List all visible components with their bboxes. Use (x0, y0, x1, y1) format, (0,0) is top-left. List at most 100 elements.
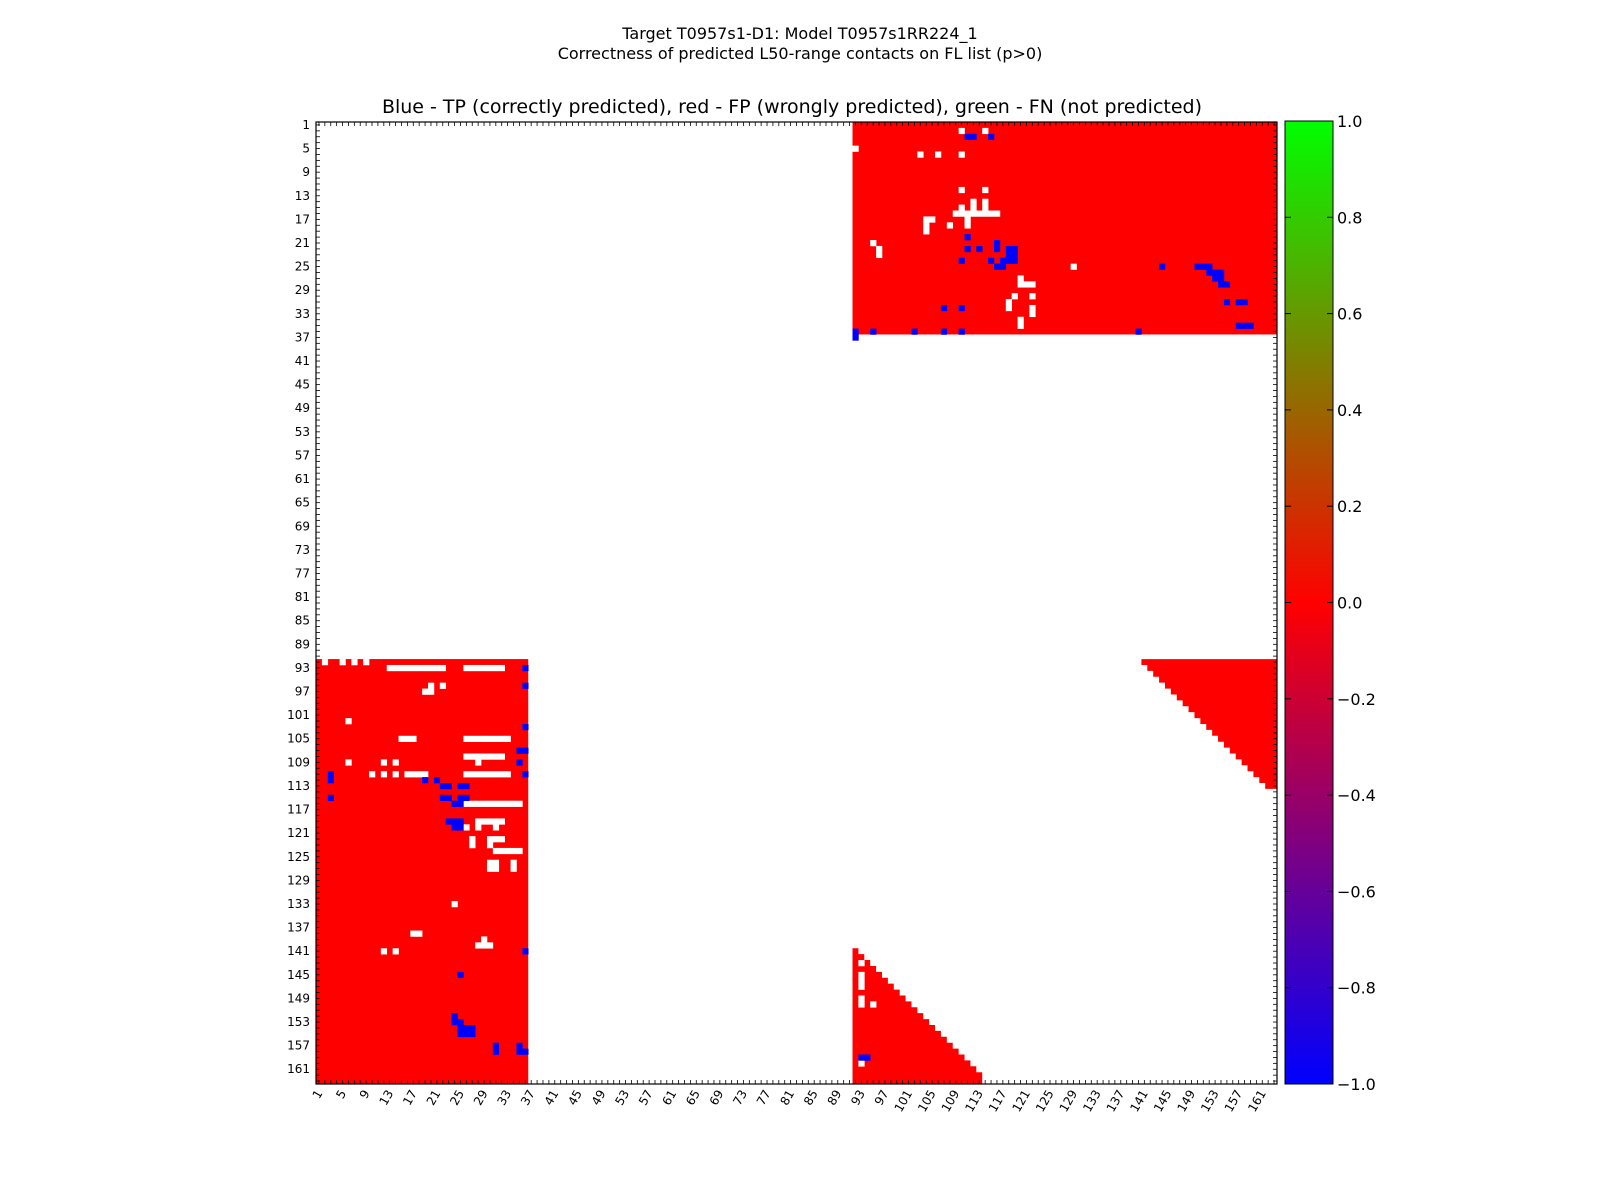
empty-cell (486, 818, 494, 825)
tp-cell (451, 800, 458, 807)
empty-cell (486, 859, 494, 866)
tp-cell (522, 771, 529, 778)
y-tick-label: 97 (295, 685, 310, 699)
empty-cell (492, 824, 500, 831)
tp-cell (1223, 281, 1231, 288)
empty-cell (475, 800, 482, 807)
empty-cell (481, 800, 488, 807)
empty-cell (475, 818, 482, 825)
colorbar-tick-label: −1.0 (1337, 1075, 1376, 1094)
empty-cell (946, 222, 954, 229)
y-tick-label: 17 (295, 212, 310, 226)
y-tick-label: 89 (295, 637, 310, 651)
y-tick-label: 9 (302, 165, 310, 179)
y-tick-label: 45 (295, 378, 310, 392)
y-tick-label: 137 (287, 921, 310, 935)
empty-cell (469, 842, 476, 849)
empty-cell (958, 186, 965, 194)
tp-cell (940, 304, 948, 312)
empty-cell (498, 818, 505, 825)
empty-cell (404, 664, 411, 672)
empty-cell (351, 659, 358, 666)
colorbar-tick-label: −0.6 (1337, 882, 1376, 901)
tp-cell (1194, 263, 1201, 270)
empty-cell (1070, 263, 1077, 270)
tp-cell (964, 133, 971, 141)
tp-cell (469, 1030, 476, 1038)
y-tick-label: 161 (287, 1062, 310, 1076)
empty-cell (492, 847, 500, 855)
tp-cell (1212, 275, 1219, 282)
empty-cell (463, 824, 470, 831)
tp-cell (516, 1042, 523, 1049)
empty-cell (498, 836, 505, 843)
empty-cell (481, 818, 488, 825)
tp-cell (492, 1048, 500, 1055)
empty-cell (469, 753, 476, 760)
empty-cell (469, 664, 476, 672)
tp-cell (463, 794, 470, 802)
empty-cell (958, 204, 965, 211)
empty-cell (469, 735, 476, 742)
empty-cell (416, 664, 423, 672)
empty-cell (970, 198, 977, 205)
tp-cell (1218, 275, 1225, 282)
empty-cell (469, 800, 476, 807)
tp-cell (964, 234, 971, 241)
x-tick-label: 53 (612, 1088, 632, 1108)
empty-cell (982, 127, 989, 135)
y-tick-label: 93 (295, 661, 310, 675)
tp-cell (445, 783, 452, 790)
chart-title: Blue - TP (correctly predicted), red - F… (382, 96, 1202, 118)
empty-cell (416, 930, 423, 937)
tp-cell (522, 682, 529, 689)
empty-cell (451, 901, 458, 908)
empty-cell (923, 222, 930, 229)
x-tick-label: 93 (848, 1088, 868, 1108)
empty-cell (481, 771, 488, 778)
y-tick-label: 69 (295, 519, 310, 533)
empty-cell (486, 771, 494, 778)
tp-cell (870, 328, 877, 335)
empty-cell (1017, 275, 1024, 282)
tp-cell (469, 1024, 476, 1032)
x-tick-label: 45 (565, 1088, 585, 1108)
tp-cell (439, 783, 447, 790)
tp-cell (940, 328, 948, 335)
tp-cell (457, 1024, 464, 1032)
y-tick-label: 153 (287, 1015, 310, 1029)
empty-cell (982, 204, 989, 211)
empty-cell (976, 210, 983, 217)
empty-cell (498, 753, 505, 760)
tp-cell (457, 1019, 464, 1026)
empty-cell (1029, 304, 1036, 312)
tp-cell (522, 948, 529, 955)
tp-cell (1206, 263, 1213, 270)
empty-cell (439, 664, 447, 672)
tp-cell (457, 800, 464, 807)
tp-cell (522, 664, 529, 672)
empty-cell (392, 759, 399, 766)
empty-cell (380, 771, 388, 778)
empty-cell (858, 971, 865, 979)
empty-cell (1011, 293, 1018, 300)
empty-cell (504, 800, 511, 807)
empty-cell (492, 664, 500, 672)
tp-cell (958, 328, 965, 335)
tp-cell (994, 263, 1001, 270)
empty-cell (410, 771, 417, 778)
empty-cell (486, 800, 494, 807)
x-tick-label: 73 (730, 1088, 750, 1108)
tp-cell (994, 245, 1001, 253)
colorbar-tick-label: 1.0 (1337, 112, 1362, 131)
empty-cell (469, 836, 476, 843)
empty-cell (486, 836, 494, 843)
tp-cell (999, 257, 1007, 264)
colorbar (1284, 120, 1334, 1085)
y-tick-label: 121 (287, 826, 310, 840)
empty-cell (498, 771, 505, 778)
empty-cell (486, 865, 494, 872)
empty-cell (463, 753, 470, 760)
empty-cell (994, 210, 1001, 217)
tp-cell (1247, 322, 1254, 329)
